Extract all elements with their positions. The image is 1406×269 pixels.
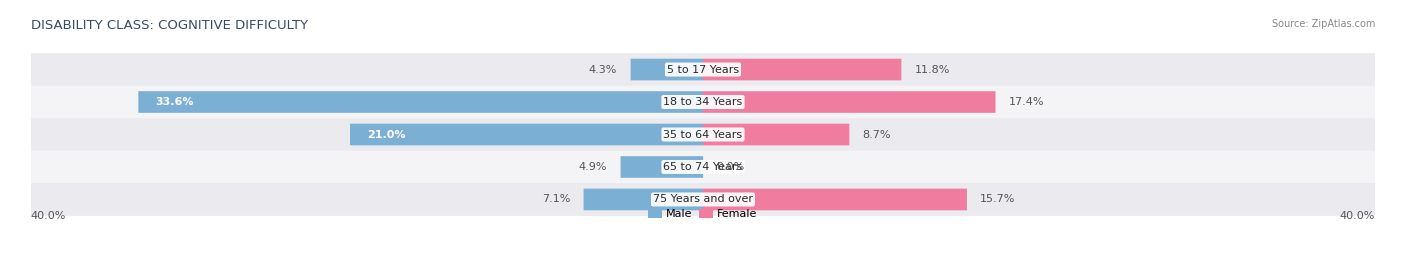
Text: 4.3%: 4.3% xyxy=(589,65,617,75)
FancyBboxPatch shape xyxy=(350,124,703,145)
FancyBboxPatch shape xyxy=(703,124,849,145)
Text: 11.8%: 11.8% xyxy=(915,65,950,75)
FancyBboxPatch shape xyxy=(138,91,703,113)
Text: 33.6%: 33.6% xyxy=(155,97,194,107)
FancyBboxPatch shape xyxy=(703,91,995,113)
FancyBboxPatch shape xyxy=(31,53,1375,86)
Text: 75 Years and over: 75 Years and over xyxy=(652,194,754,204)
FancyBboxPatch shape xyxy=(703,189,967,210)
Text: 8.7%: 8.7% xyxy=(863,129,891,140)
FancyBboxPatch shape xyxy=(703,59,901,80)
Text: 4.9%: 4.9% xyxy=(579,162,607,172)
Text: 65 to 74 Years: 65 to 74 Years xyxy=(664,162,742,172)
Legend: Male, Female: Male, Female xyxy=(644,204,762,224)
FancyBboxPatch shape xyxy=(31,86,1375,118)
Text: 17.4%: 17.4% xyxy=(1008,97,1045,107)
FancyBboxPatch shape xyxy=(31,183,1375,216)
Text: 5 to 17 Years: 5 to 17 Years xyxy=(666,65,740,75)
Text: 40.0%: 40.0% xyxy=(31,211,66,221)
FancyBboxPatch shape xyxy=(631,59,703,80)
FancyBboxPatch shape xyxy=(31,118,1375,151)
Text: 35 to 64 Years: 35 to 64 Years xyxy=(664,129,742,140)
FancyBboxPatch shape xyxy=(583,189,703,210)
Text: 0.0%: 0.0% xyxy=(717,162,745,172)
Text: 40.0%: 40.0% xyxy=(1340,211,1375,221)
Text: 21.0%: 21.0% xyxy=(367,129,405,140)
Text: 18 to 34 Years: 18 to 34 Years xyxy=(664,97,742,107)
FancyBboxPatch shape xyxy=(31,151,1375,183)
Text: 7.1%: 7.1% xyxy=(541,194,571,204)
Text: DISABILITY CLASS: COGNITIVE DIFFICULTY: DISABILITY CLASS: COGNITIVE DIFFICULTY xyxy=(31,19,308,32)
FancyBboxPatch shape xyxy=(620,156,703,178)
Text: Source: ZipAtlas.com: Source: ZipAtlas.com xyxy=(1271,19,1375,29)
Text: 15.7%: 15.7% xyxy=(980,194,1015,204)
